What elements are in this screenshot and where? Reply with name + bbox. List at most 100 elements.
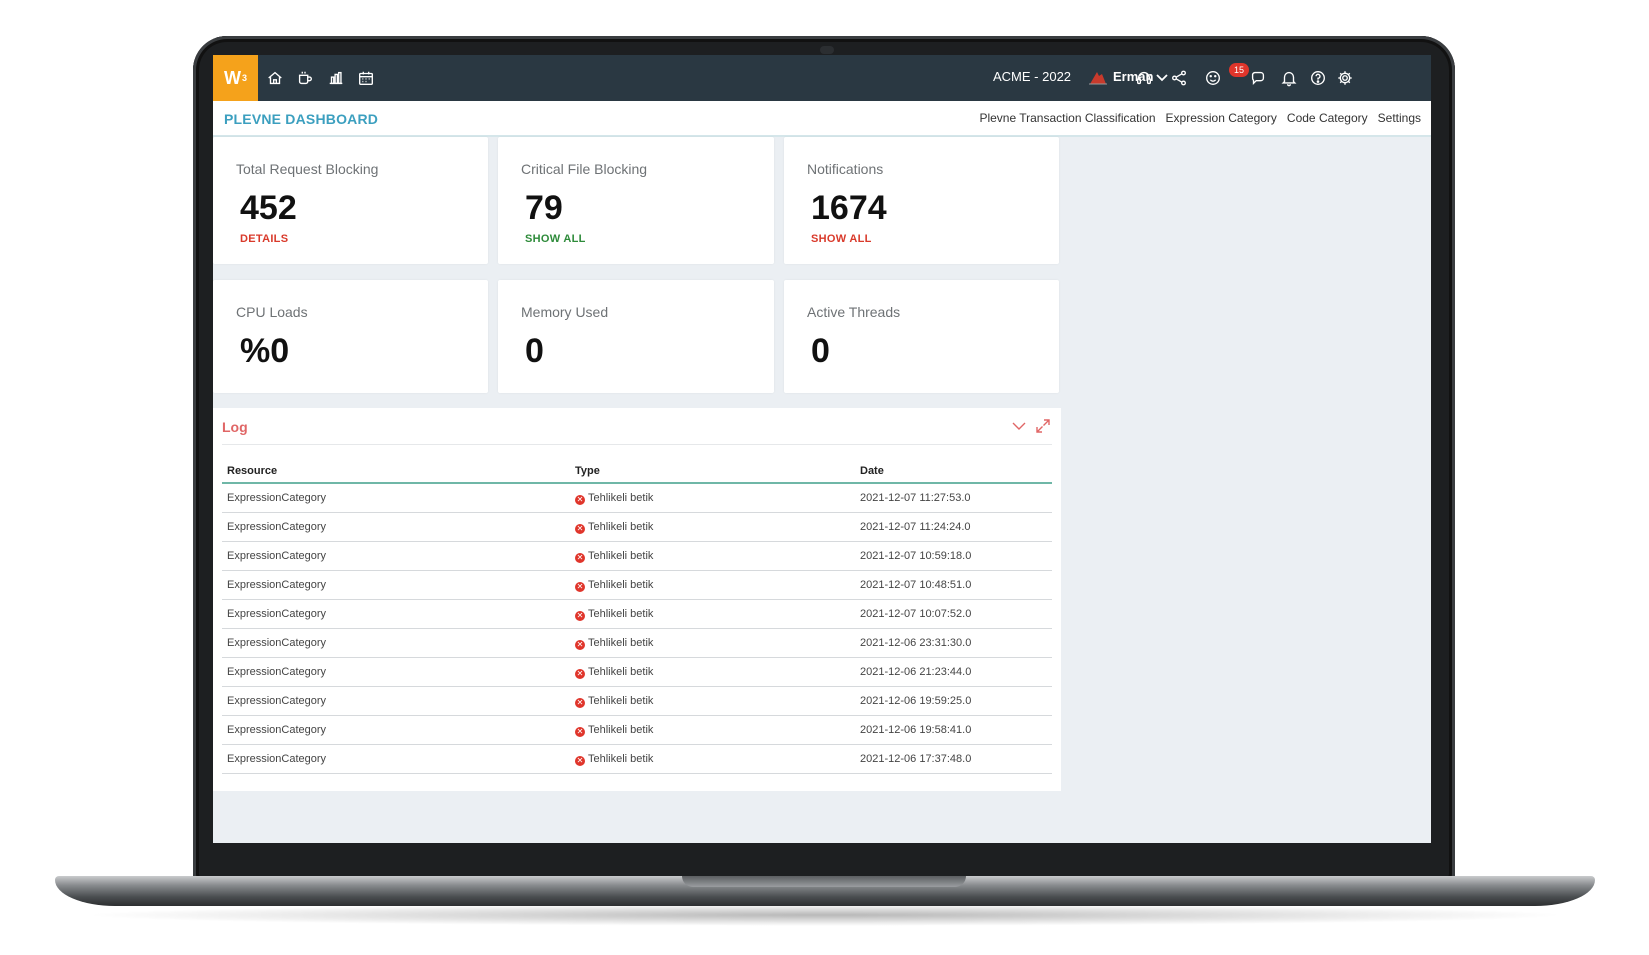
card-value: 79	[525, 189, 563, 227]
card-value: %0	[240, 332, 290, 370]
cell-date: 2021-12-06 19:59:25.0	[855, 686, 1052, 716]
table-row[interactable]: ExpressionCategory ✕ Tehlikeli betik 2021-1…	[222, 744, 1052, 774]
calendar-icon[interactable]	[356, 68, 376, 88]
cell-resource: ExpressionCategory	[222, 570, 570, 600]
logo-text: W	[223, 67, 241, 88]
camera	[820, 46, 834, 54]
table-row[interactable]: ExpressionCategory ✕ Tehlikeli betik 2021-1…	[222, 512, 1052, 542]
log-panel: Log Resource Type Date ExpressionCategor…	[213, 408, 1061, 791]
cell-date: 2021-12-06 17:37:48.0	[855, 744, 1052, 774]
table-header-row: Resource Type Date	[222, 460, 1052, 484]
cell-resource: ExpressionCategory	[222, 744, 570, 774]
cell-resource: ExpressionCategory	[222, 541, 570, 571]
error-icon: ✕	[575, 610, 585, 621]
cell-resource: ExpressionCategory	[222, 686, 570, 716]
log-title: Log	[222, 419, 248, 435]
bell-icon[interactable]	[1279, 68, 1299, 88]
coffee-cup-icon[interactable]	[295, 68, 315, 88]
card-value: 0	[525, 332, 544, 370]
table-row[interactable]: ExpressionCategory ✕ Tehlikeli betik 2021-1…	[222, 628, 1052, 658]
type-label: Tehlikeli betik	[588, 578, 654, 591]
cell-type: ✕ Tehlikeli betik	[570, 628, 855, 658]
show-all-link[interactable]: SHOW ALL	[525, 233, 586, 245]
error-icon: ✕	[575, 494, 585, 505]
log-table-body: ExpressionCategory ✕ Tehlikeli betik 2021-1…	[222, 483, 1052, 774]
bar-chart-icon[interactable]	[326, 68, 346, 88]
cell-resource: ExpressionCategory	[222, 628, 570, 658]
laptop-notch	[682, 876, 966, 887]
card-critical-file-blocking: Critical File Blocking 79 SHOW ALL	[498, 137, 774, 264]
cell-date: 2021-12-07 11:24:24.0	[855, 512, 1052, 542]
cell-type: ✕ Tehlikeli betik	[570, 686, 855, 716]
table-row[interactable]: ExpressionCategory ✕ Tehlikeli betik 2021-1…	[222, 599, 1052, 629]
cell-resource: ExpressionCategory	[222, 599, 570, 629]
company-selector[interactable]: ACME - 2022	[993, 69, 1072, 84]
details-link[interactable]: DETAILS	[240, 233, 289, 245]
type-label: Tehlikeli betik	[588, 607, 654, 620]
show-all-link[interactable]: SHOW ALL	[811, 233, 872, 245]
type-label: Tehlikeli betik	[588, 520, 654, 533]
type-label: Tehlikeli betik	[588, 752, 654, 765]
cell-type: ✕ Tehlikeli betik	[570, 657, 855, 687]
chevron-down-icon[interactable]	[1155, 70, 1169, 84]
log-table: Resource Type Date ExpressionCategory ✕ Te…	[222, 460, 1052, 774]
card-label: Memory Used	[521, 304, 609, 320]
cell-date: 2021-12-07 10:07:52.0	[855, 599, 1052, 629]
error-icon: ✕	[575, 697, 585, 708]
notification-badge: 15	[1229, 63, 1249, 77]
link-plevne-transaction-classification[interactable]: Plevne Transaction Classification	[979, 111, 1156, 125]
table-row[interactable]: ExpressionCategory ✕ Tehlikeli betik 2021-1…	[222, 715, 1052, 745]
link-settings[interactable]: Settings	[1377, 111, 1421, 125]
card-value: 0	[811, 332, 830, 370]
table-row[interactable]: ExpressionCategory ✕ Tehlikeli betik 2021-1…	[222, 657, 1052, 687]
table-row[interactable]: ExpressionCategory ✕ Tehlikeli betik 2021-1…	[222, 686, 1052, 716]
error-icon: ✕	[575, 639, 585, 650]
link-code-category[interactable]: Code Category	[1286, 111, 1368, 125]
cell-type: ✕ Tehlikeli betik	[570, 483, 855, 513]
cell-resource: ExpressionCategory	[222, 483, 570, 513]
home-icon[interactable]	[265, 68, 285, 88]
card-notifications: Notifications 1674 SHOW ALL	[784, 137, 1059, 264]
card-active-threads: Active Threads 0	[784, 280, 1059, 393]
cell-type: ✕ Tehlikeli betik	[570, 541, 855, 571]
chat-icon[interactable]	[1248, 68, 1268, 88]
divider	[222, 444, 1052, 445]
chevron-down-icon[interactable]	[1011, 418, 1027, 439]
column-header-type[interactable]: Type	[570, 460, 855, 484]
table-row[interactable]: ExpressionCategory ✕ Tehlikeli betik 2021-1…	[222, 541, 1052, 571]
smiley-icon[interactable]	[1203, 68, 1223, 88]
card-memory-used: Memory Used 0	[498, 280, 774, 393]
link-expression-category[interactable]: Expression Category	[1165, 111, 1277, 125]
error-icon: ✕	[575, 668, 585, 679]
error-icon: ✕	[575, 523, 585, 534]
error-icon: ✕	[575, 726, 585, 737]
cell-resource: ExpressionCategory	[222, 512, 570, 542]
expand-icon[interactable]	[1035, 418, 1051, 439]
cell-date: 2021-12-07 11:27:53.0	[855, 483, 1052, 513]
card-label: Critical File Blocking	[521, 161, 648, 177]
cell-date: 2021-12-06 21:23:44.0	[855, 657, 1052, 687]
gear-icon[interactable]	[1335, 68, 1355, 88]
card-value: 452	[240, 189, 297, 227]
table-row[interactable]: ExpressionCategory ✕ Tehlikeli betik 2021-1…	[222, 483, 1052, 513]
sub-nav: Plevne Transaction Classification Expres…	[979, 111, 1421, 125]
card-value: 1674	[811, 189, 887, 227]
type-label: Tehlikeli betik	[588, 491, 654, 504]
share-icon[interactable]	[1169, 68, 1189, 88]
help-icon[interactable]	[1308, 68, 1328, 88]
card-label: Total Request Blocking	[236, 161, 379, 177]
headset-icon[interactable]	[1134, 68, 1154, 88]
cell-date: 2021-12-07 10:59:18.0	[855, 541, 1052, 571]
sub-header: PLEVNE DASHBOARD Plevne Transaction Clas…	[213, 101, 1431, 137]
table-row[interactable]: ExpressionCategory ✕ Tehlikeli betik 2021-1…	[222, 570, 1052, 600]
log-tools	[1011, 418, 1051, 439]
cell-resource: ExpressionCategory	[222, 715, 570, 745]
card-cpu-loads: CPU Loads %0	[213, 280, 488, 393]
cell-type: ✕ Tehlikeli betik	[570, 599, 855, 629]
page-title: PLEVNE DASHBOARD	[224, 111, 379, 127]
column-header-resource[interactable]: Resource	[222, 460, 570, 484]
column-header-date[interactable]: Date	[855, 460, 1052, 484]
